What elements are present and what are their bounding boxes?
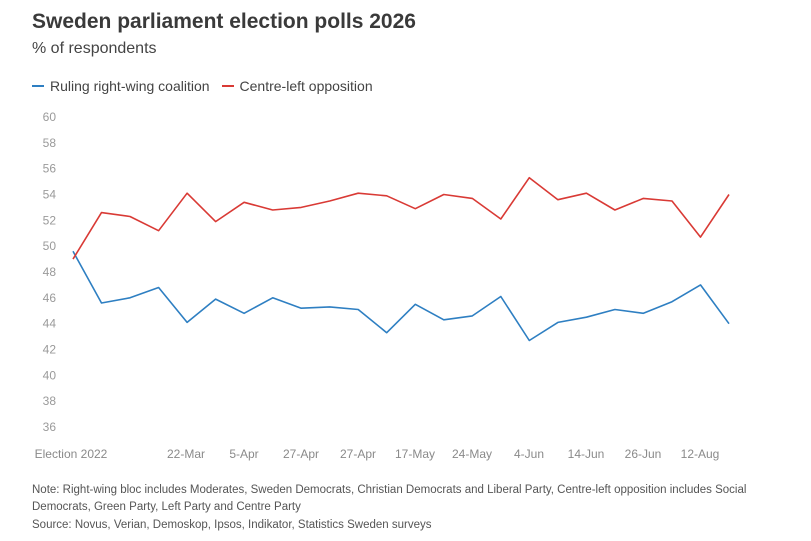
series-line-0 xyxy=(72,250,730,342)
series-line-1 xyxy=(72,176,730,260)
y-tick-label: 36 xyxy=(43,420,57,434)
y-tick-label: 56 xyxy=(43,162,57,176)
chart-title: Sweden parliament election polls 2026 xyxy=(32,10,416,33)
x-tick-label: 14-Jun xyxy=(568,447,605,461)
x-tick-label: 27-Apr xyxy=(283,447,319,461)
y-tick-label: 38 xyxy=(43,394,57,408)
legend-label-right-wing: Ruling right-wing coalition xyxy=(50,78,210,94)
x-tick-label: 12-Aug xyxy=(681,447,720,461)
x-tick-label: 24-May xyxy=(452,447,492,461)
series-lines xyxy=(72,176,730,342)
y-tick-label: 46 xyxy=(43,291,57,305)
y-tick-label: 42 xyxy=(43,343,57,357)
x-tick-label: Election 2022 xyxy=(35,447,108,461)
y-tick-label: 50 xyxy=(43,239,57,253)
y-tick-label: 60 xyxy=(43,110,57,124)
y-tick-label: 54 xyxy=(43,188,57,202)
y-tick-label: 44 xyxy=(43,317,57,331)
legend-label-centre-left: Centre-left opposition xyxy=(239,78,373,94)
x-tick-label: 17-May xyxy=(395,447,435,461)
x-tick-label: 26-Jun xyxy=(625,447,662,461)
legend-item-centre-left: Centre-left opposition xyxy=(221,78,373,94)
chart-subtitle: % of respondents xyxy=(32,40,157,57)
legend-item-right-wing: Ruling right-wing coalition xyxy=(32,78,210,94)
legend-swatch-right-wing xyxy=(32,85,44,87)
x-tick-label: 5-Apr xyxy=(229,447,258,461)
y-tick-label: 48 xyxy=(43,265,57,279)
y-tick-label: 52 xyxy=(43,213,57,227)
legend-swatch-centre-left xyxy=(221,85,234,87)
legend: Ruling right-wing coalition Centre-left … xyxy=(32,78,373,94)
x-tick-label: 22-Mar xyxy=(167,447,205,461)
y-tick-label: 40 xyxy=(43,368,57,382)
y-tick-label: 58 xyxy=(43,136,57,150)
chart-source: Source: Novus, Verian, Demoskop, Ipsos, … xyxy=(32,519,432,531)
chart-note: Note: Right-wing bloc includes Moderates… xyxy=(32,484,747,513)
line-chart: 36 38 40 42 44 46 48 50 52 54 56 58 60 Election 2022… xyxy=(35,110,730,461)
x-axis: Election 2022 22-Mar 5-Apr 27-Apr 27-Apr 17-M… xyxy=(35,447,720,461)
x-tick-label: 4-Jun xyxy=(514,447,544,461)
x-tick-label: 27-Apr xyxy=(340,447,376,461)
y-axis: 36 38 40 42 44 46 48 50 52 54 56 58 60 xyxy=(43,110,57,434)
